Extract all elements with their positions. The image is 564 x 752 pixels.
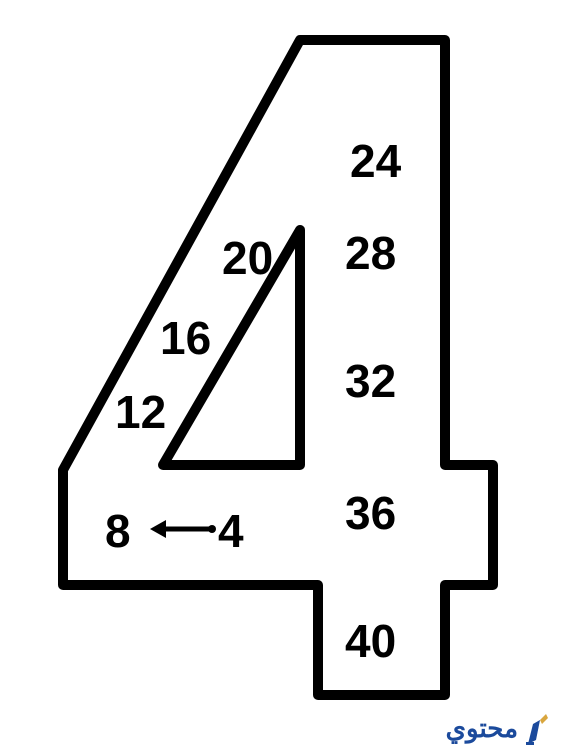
arrow-4-to-8 — [150, 520, 216, 538]
outer-outline — [63, 40, 493, 695]
multiple-16: 16 — [160, 315, 211, 361]
multiple-4: 4 — [218, 508, 244, 554]
multiple-8: 8 — [105, 508, 131, 554]
number-four-outline — [0, 0, 564, 752]
multiple-28: 28 — [345, 230, 396, 276]
multiple-12: 12 — [115, 389, 166, 435]
multiple-24: 24 — [350, 138, 401, 184]
multiple-32: 32 — [345, 358, 396, 404]
diagram-canvas: 4 8 12 16 20 24 28 32 36 40 محتوي — [0, 0, 564, 752]
watermark: محتوي — [446, 710, 552, 746]
multiple-20: 20 — [222, 235, 273, 281]
watermark-text: محتوي — [446, 713, 518, 744]
pen-icon — [522, 710, 552, 746]
multiple-40: 40 — [345, 618, 396, 664]
multiple-36: 36 — [345, 490, 396, 536]
